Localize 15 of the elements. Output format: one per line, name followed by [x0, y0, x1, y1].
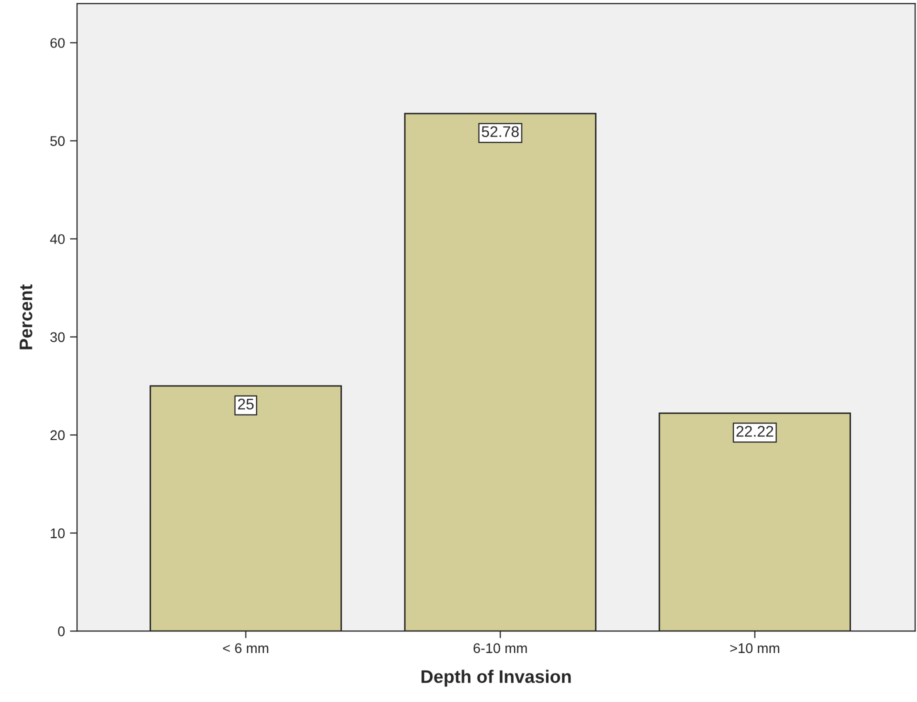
- x-tick-label: >10 mm: [730, 643, 780, 654]
- y-axis-title: Percent: [20, 284, 32, 350]
- y-tick-label: 60: [50, 38, 65, 48]
- y-tick-label: 50: [50, 136, 65, 146]
- y-tick-label: 40: [50, 234, 65, 244]
- y-tick-label: 10: [50, 528, 65, 538]
- data-label: 25: [238, 398, 254, 410]
- x-axis-title: Depth of Invasion: [422, 670, 571, 687]
- y-tick-label: 0: [58, 626, 65, 636]
- x-tick-label: 6-10 mm: [474, 643, 527, 654]
- data-label: 22.22: [736, 426, 774, 437]
- x-tick-label: < 6 mm: [223, 643, 268, 654]
- data-label: 52.78: [482, 126, 519, 138]
- y-tick-label: 20: [50, 430, 65, 440]
- y-tick-label: 30: [50, 332, 65, 342]
